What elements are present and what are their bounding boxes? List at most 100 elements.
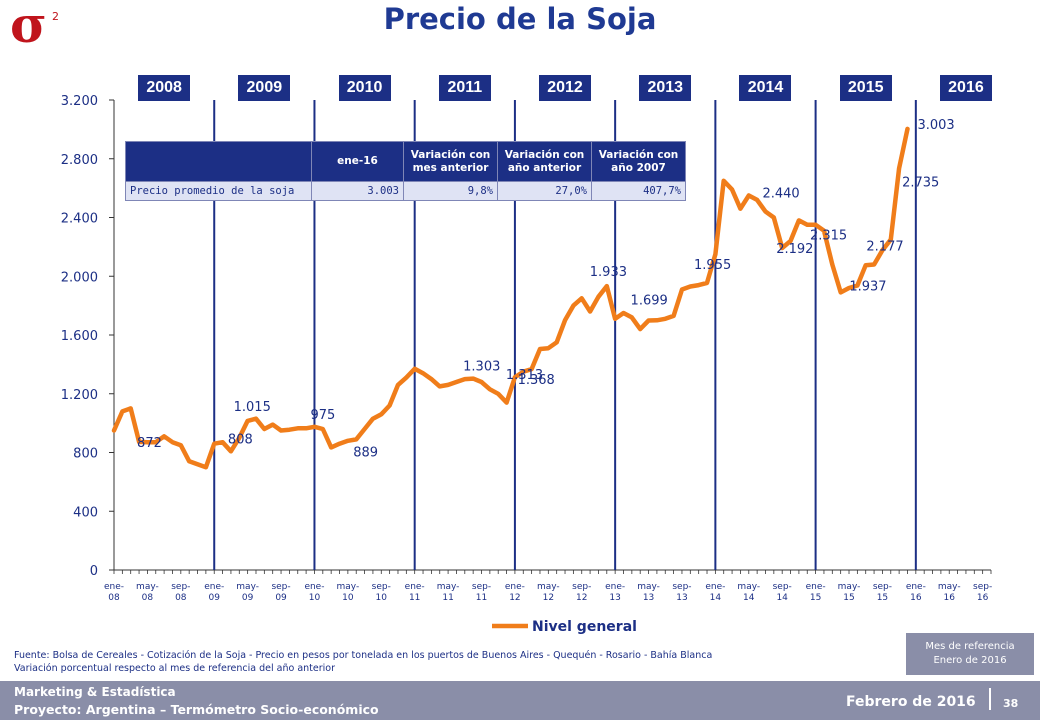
x-tick-label: 16 (944, 593, 956, 603)
x-tick-label: ene- (204, 582, 224, 592)
y-tick-label: 2.000 (61, 270, 98, 285)
x-tick-label: sep- (973, 582, 992, 592)
x-tick-label: ene- (304, 582, 324, 592)
series-group (111, 126, 910, 470)
x-tick-label: ene- (405, 582, 425, 592)
data-label: 975 (310, 408, 335, 423)
table-cell: 9,8% (403, 181, 498, 201)
table-row-label: Precio promedio de la soja (125, 181, 312, 201)
data-label: 2.177 (866, 239, 903, 254)
x-tick-label: sep- (472, 582, 491, 592)
data-label: 872 (137, 436, 162, 451)
x-tick-label: 12 (576, 593, 587, 603)
reference-month-box: Mes de referencia Enero de 2016 (906, 633, 1034, 675)
data-label: 2.735 (902, 175, 939, 190)
x-tick-label: may- (236, 582, 259, 592)
year-badge: 2016 (939, 75, 992, 101)
reference-value: Enero de 2016 (933, 655, 1007, 666)
data-label: 2.440 (762, 187, 799, 202)
year-badge: 2012 (539, 75, 592, 101)
x-tick-label: may- (737, 582, 760, 592)
x-tick-label: sep- (271, 582, 290, 592)
data-label: 1.015 (234, 400, 271, 415)
reference-label: Mes de referencia (925, 641, 1015, 652)
legend: Nivel general (492, 619, 637, 635)
y-tick-label: 3.200 (61, 94, 98, 109)
x-tick-label: 09 (275, 593, 287, 603)
data-label: 1.933 (590, 265, 627, 280)
year-badge: 2013 (639, 75, 692, 101)
data-label: 1.699 (631, 293, 668, 308)
x-tick-label: ene- (104, 582, 124, 592)
x-tick-label: may- (537, 582, 560, 592)
x-tick-label: 15 (843, 593, 854, 603)
x-tick-label: may- (637, 582, 660, 592)
x-tick-label: 14 (710, 593, 722, 603)
data-label: 808 (228, 432, 253, 447)
data-label: 889 (353, 445, 378, 460)
x-tick-label: 08 (142, 593, 154, 603)
year-badge: 2015 (839, 75, 892, 101)
y-tick-label: 0 (90, 564, 98, 579)
x-tick-label: may- (437, 582, 460, 592)
page-title: Precio de la Soja (383, 2, 657, 36)
y-axis: 0 400 800 1.200 1.600 2.000 2.400 2.800 3.200 (61, 94, 115, 579)
x-tick-label: 10 (309, 593, 321, 603)
x-tick-label: 13 (643, 593, 654, 603)
footer-bar (0, 681, 1040, 720)
year-badge: 2010 (338, 75, 391, 101)
x-tick-label: 14 (743, 593, 755, 603)
footer-department: Marketing & Estadística (14, 685, 176, 699)
x-axis: ene-08may-08sep-08ene-09may-09sep-09ene-… (104, 569, 992, 603)
x-tick-label: 09 (209, 593, 221, 603)
x-tick-label: 16 (977, 593, 989, 603)
x-tick-label: 13 (676, 593, 687, 603)
source-note: Fuente: Bolsa de Cereales - Cotización d… (14, 649, 712, 675)
table-header-cell: Variación con mes anterior (403, 141, 498, 182)
x-tick-label: may- (838, 582, 861, 592)
x-tick-label: 11 (409, 593, 420, 603)
footer-divider (989, 688, 991, 710)
x-tick-label: may- (938, 582, 961, 592)
x-tick-label: may- (337, 582, 360, 592)
x-tick-label: 16 (910, 593, 922, 603)
table-cell: 27,0% (497, 181, 592, 201)
data-label: 1.313 (506, 368, 543, 383)
x-tick-label: sep- (372, 582, 391, 592)
footer-project: Proyecto: Argentina – Termómetro Socio-e… (14, 702, 379, 717)
x-tick-label: 13 (609, 593, 620, 603)
year-badge: 2008 (138, 75, 191, 101)
year-badge: 2009 (238, 75, 291, 101)
data-label: 1.955 (694, 258, 731, 273)
table-header-cell: Variación con año 2007 (591, 141, 686, 182)
y-tick-label: 800 (73, 447, 98, 462)
sigma-squared-logo: σ 2 (10, 2, 59, 50)
x-tick-label: ene- (906, 582, 926, 592)
x-tick-label: sep- (773, 582, 792, 592)
table-corner-cell (125, 141, 312, 182)
x-tick-label: 10 (376, 593, 388, 603)
logo-superscript: 2 (52, 10, 59, 23)
y-tick-label: 1.200 (61, 388, 98, 403)
x-tick-label: 15 (877, 593, 888, 603)
data-label: 2.315 (810, 229, 847, 244)
x-tick-label: 08 (108, 593, 120, 603)
y-tick-label: 400 (73, 505, 98, 520)
data-label: 1.937 (849, 280, 886, 295)
x-tick-label: 14 (776, 593, 788, 603)
table-cell: 3.003 (311, 181, 404, 201)
footer-date: Febrero de 2016 (846, 694, 976, 710)
table-cell: 407,7% (591, 181, 686, 201)
x-tick-label: ene- (806, 582, 826, 592)
year-badge: 2014 (739, 75, 792, 101)
table-header-cell: ene-16 (311, 141, 404, 182)
table-header-cell: Variación con año anterior (497, 141, 592, 182)
data-label: 1.303 (463, 360, 500, 375)
year-badge: 2011 (438, 75, 491, 101)
x-tick-label: 12 (509, 593, 520, 603)
source-line: Variación porcentual respecto al mes de … (14, 663, 335, 674)
x-tick-label: sep- (672, 582, 691, 592)
x-tick-label: 11 (442, 593, 453, 603)
x-tick-label: sep- (873, 582, 892, 592)
x-tick-label: 10 (342, 593, 354, 603)
